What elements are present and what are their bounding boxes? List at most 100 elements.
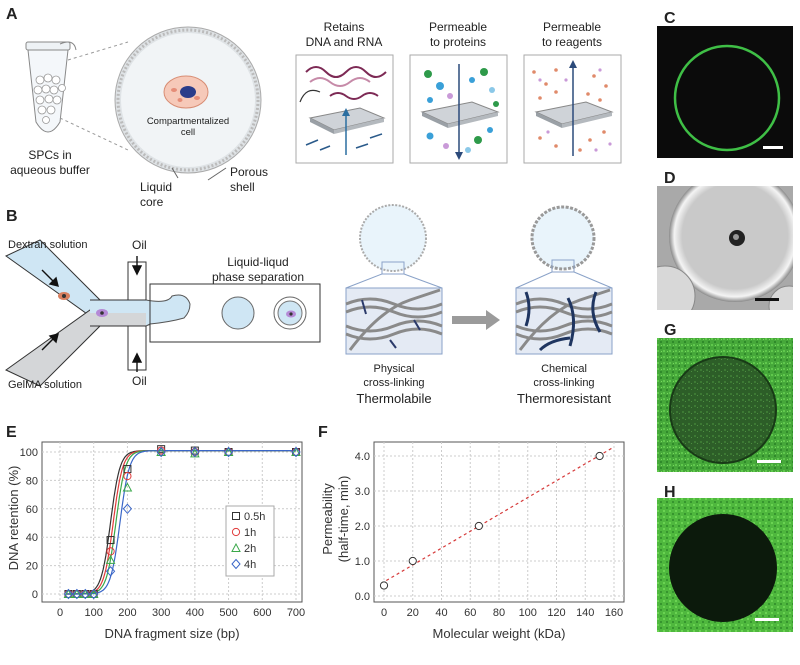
box1-title-2: DNA and RNA bbox=[305, 35, 383, 49]
chart-e-point bbox=[223, 446, 234, 456]
panel-b-illustration bbox=[5, 204, 613, 387]
box3-title-2: to reagents bbox=[541, 35, 603, 49]
chart-f-ytick: 3.0 bbox=[355, 486, 370, 498]
panel-label-a: A bbox=[6, 6, 18, 23]
panel-label-g: G bbox=[664, 322, 677, 339]
chart-f-point bbox=[408, 556, 417, 566]
tube-caption-1: SPCs in bbox=[28, 148, 72, 162]
chart-e-point bbox=[123, 472, 132, 481]
chart-f-ylabel-2: (half-time, min) bbox=[336, 476, 351, 563]
chart-e-point bbox=[106, 536, 115, 545]
chart-f-ytick: 4.0 bbox=[355, 451, 370, 463]
chart-e-ylabel: DNA retention (%) bbox=[6, 466, 21, 571]
chart-f-xtick: 60 bbox=[464, 607, 476, 619]
panel-label-c: C bbox=[664, 10, 676, 27]
chart-e-fit-line bbox=[66, 450, 296, 595]
chart-e-legend-label: 2h bbox=[244, 543, 256, 555]
microfluidic-chip bbox=[5, 239, 321, 387]
chart-e-ytick: 80 bbox=[26, 475, 38, 487]
box1-title-1: Retains bbox=[323, 20, 365, 34]
chart-e-xlabel: DNA fragment size (bp) bbox=[104, 626, 239, 641]
chart-e-xtick: 300 bbox=[152, 607, 170, 619]
chart-f-xtick: 20 bbox=[407, 607, 419, 619]
chart-e-legend-label: 1h bbox=[244, 527, 256, 539]
shell-label-1: Porous bbox=[230, 165, 269, 179]
box3-title-1: Permeable bbox=[542, 20, 602, 34]
chart-f-xlabel: Molecular weight (kDa) bbox=[433, 626, 566, 641]
chart-e-point bbox=[72, 588, 82, 600]
chart-e-point bbox=[105, 554, 116, 564]
thermolabile-capsule bbox=[345, 204, 443, 355]
tube-icon bbox=[25, 41, 77, 133]
oil-bottom-label: Oil bbox=[132, 374, 147, 388]
capsule-icon bbox=[114, 26, 262, 174]
chart-e-point bbox=[291, 446, 301, 456]
dextran-label: Dextran solution bbox=[8, 239, 88, 251]
chart-f-ytick: 2.0 bbox=[355, 521, 370, 533]
panel-label-f: F bbox=[318, 424, 328, 441]
chart-e-ytick: 0 bbox=[32, 589, 38, 601]
chart-e-point bbox=[156, 446, 166, 458]
cell-label-2: cell bbox=[180, 127, 196, 138]
chart-e-point bbox=[291, 446, 301, 458]
physical-label-3: Thermolabile bbox=[356, 391, 432, 406]
phase-label-2: phase separation bbox=[211, 270, 305, 284]
chart-e-legend-label: 0.5h bbox=[244, 511, 265, 523]
chart-e-point bbox=[156, 446, 166, 456]
box-reagents bbox=[523, 54, 622, 164]
chart-f-xtick: 40 bbox=[435, 607, 447, 619]
chart-e-point bbox=[190, 446, 200, 458]
chart-e-point bbox=[63, 588, 74, 600]
chart-e-xtick: 600 bbox=[253, 607, 271, 619]
chart-e-legend-marker bbox=[231, 542, 241, 552]
chart-e-point bbox=[122, 503, 133, 515]
chart-f-xtick: 100 bbox=[519, 607, 537, 619]
chart-e-point bbox=[223, 446, 234, 458]
chart-f: 0 20 40 60 80 100 120 140 160 0.0 1.0 2.0 3.0 4.0 Mole… bbox=[320, 441, 625, 641]
chart-f-xtick: 0 bbox=[381, 607, 387, 619]
chart-e-xtick: 700 bbox=[287, 607, 305, 619]
thermoresistant-capsule bbox=[515, 205, 613, 355]
chart-f-xtick: 140 bbox=[576, 607, 594, 619]
core-label-2: core bbox=[140, 195, 164, 209]
chart-f-ylabel-1: Permeability bbox=[320, 483, 335, 555]
panel-label-d: D bbox=[664, 170, 676, 187]
box-retains bbox=[295, 54, 394, 164]
chart-f-xtick: 120 bbox=[547, 607, 565, 619]
chart-e-xtick: 0 bbox=[57, 607, 63, 619]
chart-f-point bbox=[474, 521, 483, 531]
chart-e-legend-label: 4h bbox=[244, 559, 256, 571]
chart-e-point bbox=[122, 482, 133, 492]
box2-title-2: to proteins bbox=[429, 35, 487, 49]
chart-e-point bbox=[80, 588, 91, 598]
chart-e-xtick: 400 bbox=[186, 607, 204, 619]
shell-label-2: shell bbox=[230, 180, 255, 194]
tube-caption-2: aqueous buffer bbox=[10, 163, 90, 177]
core-label-1: Liquid bbox=[140, 180, 173, 194]
transition-arrow-icon bbox=[452, 310, 500, 330]
chart-e-legend-marker bbox=[232, 512, 240, 520]
chart-e-point bbox=[72, 588, 82, 598]
physical-label-1: Physical bbox=[373, 363, 415, 375]
chart-e-legend-marker bbox=[231, 558, 241, 570]
physical-label-2: cross-linking bbox=[363, 377, 425, 389]
chart-f-xtick: 80 bbox=[493, 607, 505, 619]
chart-e-point bbox=[105, 566, 116, 577]
chart-e-legend bbox=[225, 505, 275, 577]
chart-e-point bbox=[63, 588, 74, 598]
micrograph-g bbox=[657, 338, 793, 472]
chart-f-ytick: 1.0 bbox=[355, 556, 370, 568]
oil-top-label: Oil bbox=[132, 238, 147, 252]
micrograph-h bbox=[657, 498, 793, 632]
chemical-label-3: Thermoresistant bbox=[517, 391, 611, 406]
panel-label-b: B bbox=[6, 208, 18, 225]
phase-label-1: Liquid-liqud bbox=[227, 255, 289, 269]
chart-e-point bbox=[89, 588, 99, 600]
gelma-label: GelMA solution bbox=[8, 379, 82, 391]
panel-a-illustration bbox=[25, 26, 622, 181]
chart-f-point bbox=[379, 581, 389, 590]
panel-label-e: E bbox=[6, 424, 17, 441]
chart-f-point bbox=[595, 451, 604, 461]
box-proteins bbox=[409, 54, 508, 164]
